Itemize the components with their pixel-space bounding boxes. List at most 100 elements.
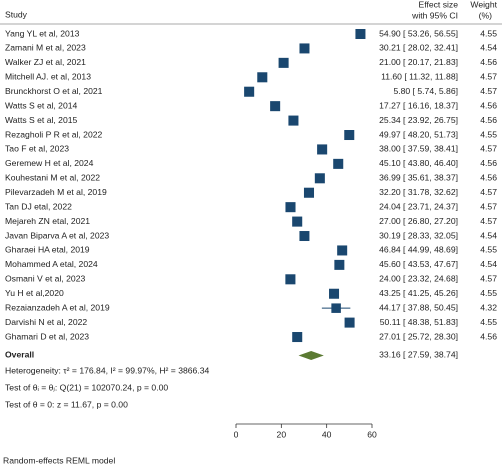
weight-label: 4.55: [480, 129, 497, 139]
effect-square: [244, 86, 255, 97]
weight-label: 4.57: [480, 201, 497, 211]
header-study: Study: [5, 9, 28, 19]
study-label: Darvishi N et al, 2022: [5, 317, 87, 327]
overall-ci-label: 33.16 [ 27.59, 38.74]: [379, 350, 458, 360]
weight-label: 4.57: [480, 144, 497, 154]
effect-ci-label: 44.17 [ 37.88, 50.45]: [379, 302, 458, 312]
effect-square: [299, 43, 310, 54]
header-effect: with 95% CI: [411, 10, 458, 20]
effect-square: [288, 115, 299, 126]
weight-label: 4.54: [480, 43, 497, 53]
weight-label: 4.56: [480, 158, 497, 168]
effect-ci-label: 45.10 [ 43.80, 46.40]: [379, 158, 458, 168]
header-weight: Weight: [470, 0, 497, 9]
effect-square: [355, 28, 366, 40]
effect-ci-label: 49.97 [ 48.20, 51.73]: [379, 129, 458, 139]
footer: Random-effects REML model: [3, 455, 115, 465]
study-label: Yu H et al,2020: [5, 288, 64, 298]
x-tick-label: 40: [322, 429, 332, 439]
weight-label: 4.55: [480, 245, 497, 255]
note: Test of θ = 0: z = 11.67, p = 0.00: [5, 400, 128, 410]
effect-ci-label: 30.21 [ 28.02, 32.41]: [379, 43, 458, 53]
note: Heterogeneity: τ² = 176.84, I² = 99.97%,…: [5, 366, 210, 376]
weight-label: 4.54: [480, 259, 497, 269]
study-label: Gharaei HA etal, 2019: [5, 245, 90, 255]
effect-square: [270, 101, 281, 112]
study-label: Mejareh ZN etal, 2021: [5, 216, 90, 226]
weight-label: 4.56: [480, 173, 497, 183]
effect-ci-label: 46.84 [ 44.99, 48.69]: [379, 245, 458, 255]
x-tick-label: 0: [234, 429, 239, 439]
effect-square: [285, 274, 296, 285]
study-label: Tan DJ etal, 2022: [5, 201, 72, 211]
effect-ci-label: 54.90 [ 53.26, 56.55]: [379, 28, 458, 38]
effect-square: [344, 317, 355, 328]
study-label: Brunckhorst O et al, 2021: [5, 86, 103, 96]
effect-ci-label: 32.20 [ 31.78, 32.62]: [379, 187, 458, 197]
effect-ci-label: 24.04 [ 23.71, 24.37]: [379, 201, 458, 211]
effect-ci-label: 21.00 [ 20.17, 21.83]: [379, 57, 458, 67]
study-label: Mohammed A etal, 2024: [5, 259, 98, 269]
effect-square: [337, 245, 348, 256]
weight-label: 4.57: [480, 72, 497, 82]
x-tick-label: 20: [277, 429, 287, 439]
study-label: Javan Biparva A et al, 2023: [5, 230, 109, 240]
weight-label: 4.54: [480, 230, 497, 240]
weight-label: 4.55: [480, 288, 497, 298]
x-tick-label: 60: [367, 429, 377, 439]
effect-ci-label: 27.00 [ 26.80, 27.20]: [379, 216, 458, 226]
effect-ci-label: 36.99 [ 35.61, 38.37]: [379, 173, 458, 183]
effect-ci-label: 38.00 [ 37.59, 38.41]: [379, 144, 458, 154]
study-label: Kouhestani M et al, 2022: [5, 173, 100, 183]
effect-ci-label: 30.19 [ 28.33, 32.05]: [379, 230, 458, 240]
overall-diamond: [298, 350, 324, 360]
effect-ci-label: 43.25 [ 41.25, 45.26]: [379, 288, 458, 298]
weight-label: 4.57: [480, 274, 497, 284]
effect-square: [333, 158, 344, 169]
study-label: Rezaianzadeh A et al, 2019: [5, 302, 110, 312]
weight-label: 4.55: [480, 317, 497, 327]
effect-square: [257, 72, 268, 83]
study-label: Watts S et al, 2014: [5, 100, 78, 110]
study-label: Watts S et al, 2015: [5, 115, 78, 125]
effect-ci-label: 50.11 [ 48.38, 51.83]: [380, 317, 458, 327]
effect-square: [285, 202, 296, 213]
effect-square: [299, 231, 310, 242]
study-label: Geremew H et al, 2024: [5, 158, 94, 168]
effect-square: [303, 187, 315, 198]
header-weight: (%): [479, 10, 493, 20]
weight-label: 4.55: [480, 28, 497, 38]
effect-square: [292, 216, 303, 227]
study-label: Walker ZJ et al, 2021: [5, 57, 86, 67]
study-label: Tao F et al, 2023: [5, 144, 69, 154]
study-label: Mitchell AJ. et al, 2013: [5, 72, 91, 82]
study-label: Yang YL et al, 2013: [5, 28, 80, 38]
effect-square: [329, 288, 340, 299]
study-label: Zamani M et al, 2023: [5, 43, 86, 53]
effect-ci-label: 5.80 [ 5.74, 5.86]: [393, 86, 458, 96]
study-label: Osmani V et al, 2023: [5, 274, 85, 284]
overall-label: Overall: [5, 350, 34, 360]
effect-square: [292, 332, 303, 343]
effect-ci-label: 24.00 [ 23.32, 24.68]: [379, 274, 458, 284]
study-label: Rezagholi P R et al, 2022: [5, 129, 103, 139]
weight-label: 4.56: [480, 100, 497, 110]
note: Test of θᵢ = θⱼ: Q(21) = 102070.24, p = …: [5, 383, 168, 393]
weight-label: 4.56: [480, 331, 497, 341]
weight-label: 4.57: [480, 187, 497, 197]
effect-square: [344, 130, 355, 141]
weight-label: 4.57: [480, 86, 497, 96]
weight-label: 4.56: [480, 57, 497, 67]
weight-label: 4.57: [480, 216, 497, 226]
effect-square: [334, 259, 345, 270]
effect-ci-label: 25.34 [ 23.92, 26.75]: [379, 115, 458, 125]
effect-square: [314, 173, 325, 184]
effect-square: [317, 144, 328, 155]
effect-ci-label: 17.27 [ 16.16, 18.37]: [379, 100, 458, 110]
effect-ci-label: 11.60 [ 11.32, 11.88]: [381, 72, 458, 82]
study-label: Ghamari D et al, 2023: [5, 331, 89, 341]
effect-ci-label: 45.60 [ 43.53, 47.67]: [379, 259, 458, 269]
header-effect: Effect size: [419, 0, 459, 9]
weight-label: 4.32: [480, 302, 497, 312]
